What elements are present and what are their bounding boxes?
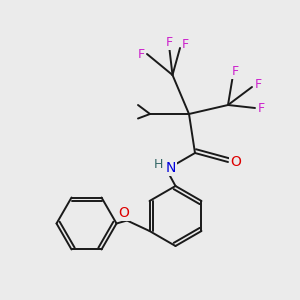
Text: F: F [166,36,173,50]
Text: N: N [166,161,176,175]
Text: F: F [254,77,262,91]
Text: F: F [258,101,265,115]
Text: O: O [230,155,241,169]
Text: F: F [182,38,189,52]
Text: F: F [232,65,239,79]
Text: O: O [118,206,130,220]
Text: H: H [153,158,163,171]
Text: F: F [138,47,145,61]
